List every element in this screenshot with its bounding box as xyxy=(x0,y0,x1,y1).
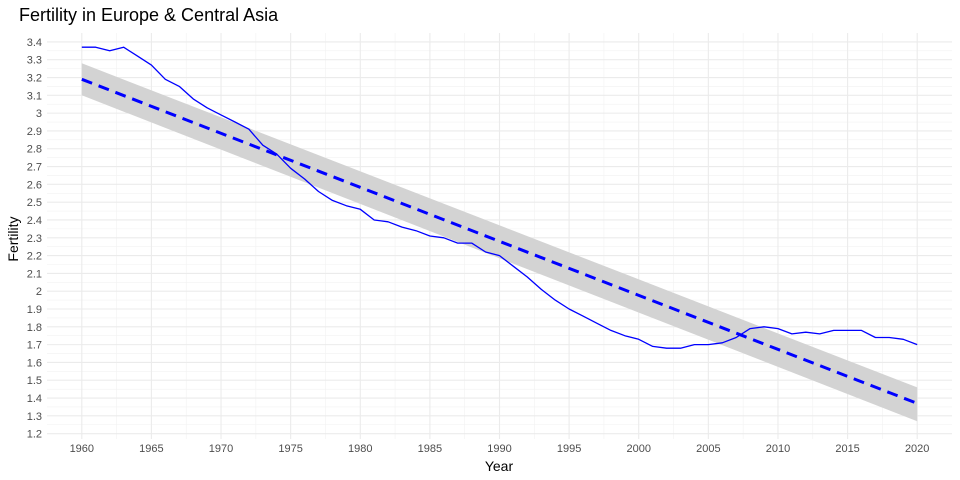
trend-line xyxy=(81,77,918,405)
y-tick-label: 2.6 xyxy=(27,179,42,191)
x-tick-label: 1975 xyxy=(278,443,302,455)
confidence-band xyxy=(81,63,918,422)
chart-title: Fertility in Europe & Central Asia xyxy=(19,5,279,25)
y-tick-label: 2.2 xyxy=(27,251,42,263)
y-tick-label: 2 xyxy=(36,286,42,298)
y-tick-label: 3.4 xyxy=(27,37,42,49)
x-tick-label: 1990 xyxy=(487,443,511,455)
y-tick-label: 1.5 xyxy=(27,375,42,387)
y-tick-label: 2.4 xyxy=(27,215,42,227)
y-tick-label: 2.5 xyxy=(27,197,42,209)
y-tick-label: 2.8 xyxy=(27,144,42,156)
confidence-band-layer xyxy=(81,63,918,422)
y-tick-label: 3.3 xyxy=(27,55,42,67)
y-axis-title: Fertility xyxy=(5,216,21,261)
y-tick-labels: 1.2 1.3 1.4 1.5 1.6 1.7 1.8 1.9 2 2.1 2.2 2.3 2.4 2.5… xyxy=(27,37,42,441)
x-tick-label: 2010 xyxy=(766,443,790,455)
y-tick-label: 1.7 xyxy=(27,340,42,352)
y-tick-label: 1.9 xyxy=(27,304,42,316)
grid-major xyxy=(47,33,952,439)
y-tick-label: 1.6 xyxy=(27,357,42,369)
y-tick-label: 1.4 xyxy=(27,393,42,405)
x-tick-label: 1985 xyxy=(418,443,442,455)
y-tick-label: 2.1 xyxy=(27,268,42,280)
y-tick-label: 3 xyxy=(36,108,42,120)
x-tick-labels: 1960 1965 1970 1975 1980 1985 1990 1995 2000 2005… xyxy=(70,443,930,455)
series-layer xyxy=(81,46,918,405)
y-tick-label: 2.7 xyxy=(27,162,42,174)
y-tick-label: 3.1 xyxy=(27,90,42,102)
x-tick-label: 1960 xyxy=(70,443,94,455)
x-tick-label: 1965 xyxy=(139,443,163,455)
y-tick-label: 3.2 xyxy=(27,73,42,85)
x-tick-label: 1995 xyxy=(557,443,581,455)
x-tick-label: 2000 xyxy=(626,443,650,455)
y-tick-label: 2.9 xyxy=(27,126,42,138)
x-tick-label: 2020 xyxy=(905,443,929,455)
y-tick-label: 1.8 xyxy=(27,322,42,334)
y-tick-label: 2.3 xyxy=(27,233,42,245)
x-tick-label: 1980 xyxy=(348,443,372,455)
y-tick-label: 1.2 xyxy=(27,429,42,441)
x-tick-label: 2005 xyxy=(696,443,720,455)
y-tick-label: 1.3 xyxy=(27,411,42,423)
x-axis-title: Year xyxy=(485,458,514,474)
x-tick-label: 2015 xyxy=(835,443,859,455)
fertility-line xyxy=(81,46,918,349)
x-tick-label: 1970 xyxy=(209,443,233,455)
